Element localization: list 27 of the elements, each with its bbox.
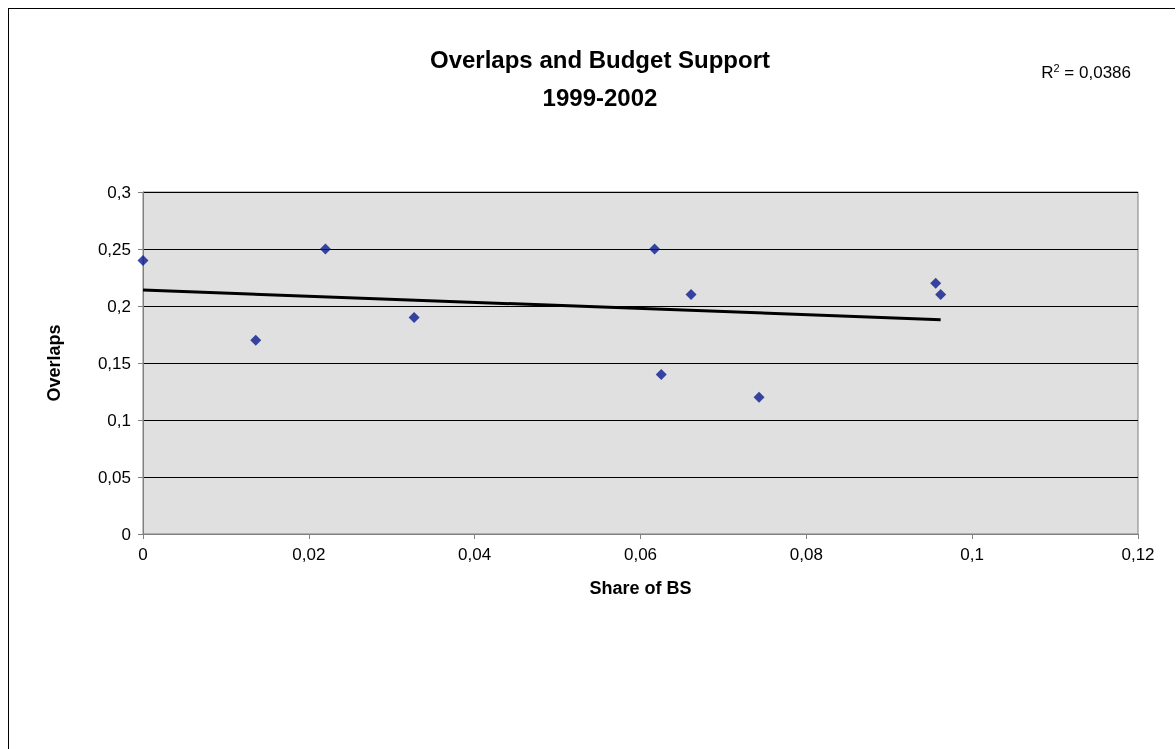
chart-title: Overlaps and Budget Support 1999-2002 <box>429 45 771 111</box>
point <box>250 334 262 346</box>
x-tick-label: 0,12 <box>1121 545 1155 564</box>
x-tick-label: 0,1 <box>960 545 984 564</box>
point <box>655 368 667 380</box>
point <box>649 243 661 255</box>
x-axis-title: Share of BS <box>589 578 692 598</box>
x-tick-label: 0,08 <box>789 545 823 564</box>
y-tick-label: 0,2 <box>107 296 131 316</box>
point <box>930 277 942 289</box>
x-tick-label: 0,04 <box>458 545 492 564</box>
x-tick-label: 0 <box>138 545 148 564</box>
point <box>408 311 420 323</box>
y-tick-label: 0,25 <box>97 239 131 259</box>
point <box>935 289 947 301</box>
y-tick-label: 0,3 <box>107 182 131 202</box>
y-tick-label: 0 <box>121 524 131 544</box>
x-tick-label: 0,02 <box>292 545 326 564</box>
point <box>753 391 765 403</box>
y-tick-label: 0,1 <box>107 410 131 430</box>
y-axis-title: Overlaps <box>44 324 64 402</box>
y-tick-label: 0,05 <box>97 467 131 487</box>
y-tick-label: 0,15 <box>97 353 131 373</box>
point <box>685 289 697 301</box>
x-tick-label: 0,06 <box>623 545 658 564</box>
point <box>137 254 149 266</box>
point <box>319 243 331 255</box>
